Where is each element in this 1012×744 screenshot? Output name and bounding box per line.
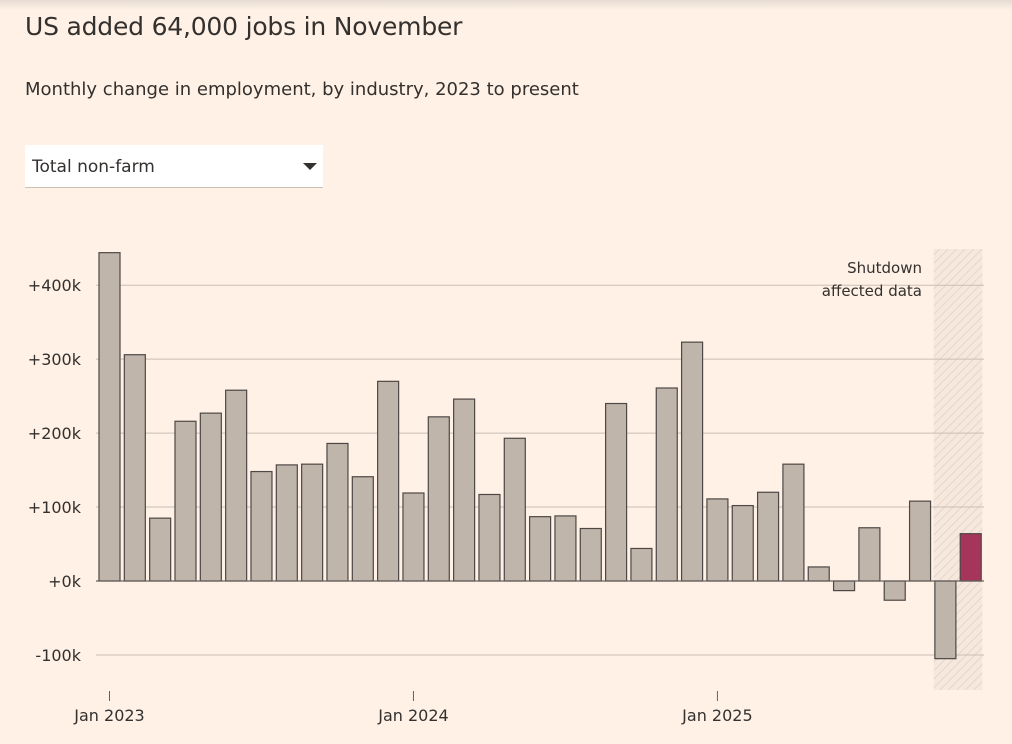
x-tick-label: Jan 2024 bbox=[377, 706, 448, 725]
bar bbox=[858, 527, 881, 582]
bar bbox=[453, 398, 476, 582]
chart-title: US added 64,000 jobs in November bbox=[25, 12, 463, 41]
bar bbox=[199, 412, 222, 582]
y-tick-label: +100k bbox=[28, 498, 82, 517]
bar bbox=[832, 580, 856, 592]
bar bbox=[680, 341, 704, 582]
bar bbox=[174, 420, 197, 582]
bar bbox=[98, 252, 121, 582]
y-tick-label: +0k bbox=[48, 572, 82, 591]
y-tick-label: -100k bbox=[35, 646, 81, 665]
bar bbox=[275, 464, 298, 582]
industry-dropdown[interactable]: Total non-farm bbox=[25, 145, 323, 188]
bar bbox=[503, 437, 526, 582]
bar bbox=[149, 517, 172, 582]
bar bbox=[225, 389, 248, 582]
bar bbox=[731, 504, 754, 582]
bar bbox=[123, 354, 146, 582]
bar bbox=[579, 527, 602, 582]
bar bbox=[301, 463, 324, 582]
bar bbox=[630, 547, 653, 582]
caret-down-icon bbox=[303, 163, 317, 170]
bar bbox=[554, 515, 577, 582]
bar bbox=[782, 463, 805, 582]
bar bbox=[934, 580, 957, 660]
shutdown-annotation: Shutdown bbox=[847, 259, 922, 277]
y-tick-label: +200k bbox=[28, 424, 82, 443]
bar bbox=[250, 470, 273, 582]
bar bbox=[326, 442, 349, 582]
chart-subtitle: Monthly change in employment, by industr… bbox=[25, 79, 579, 100]
bar bbox=[377, 380, 400, 582]
bar bbox=[655, 387, 678, 582]
bar bbox=[604, 402, 628, 582]
bar bbox=[908, 500, 932, 582]
bar bbox=[959, 533, 982, 582]
bar bbox=[351, 476, 374, 582]
industry-dropdown-value: Total non-farm bbox=[32, 157, 155, 177]
shutdown-annotation: affected data bbox=[822, 282, 922, 300]
bar bbox=[529, 516, 552, 582]
bar bbox=[402, 492, 425, 582]
y-tick-label: +400k bbox=[28, 276, 82, 295]
bar bbox=[427, 416, 450, 582]
y-tick-label: +300k bbox=[28, 350, 82, 369]
top-shadow bbox=[0, 0, 1012, 10]
bar bbox=[807, 566, 830, 582]
bar bbox=[478, 493, 501, 582]
x-tick-label: Jan 2023 bbox=[73, 706, 144, 725]
bar bbox=[706, 498, 729, 582]
bar bbox=[756, 491, 780, 582]
bar bbox=[883, 580, 906, 601]
x-tick-label: Jan 2025 bbox=[681, 706, 752, 725]
